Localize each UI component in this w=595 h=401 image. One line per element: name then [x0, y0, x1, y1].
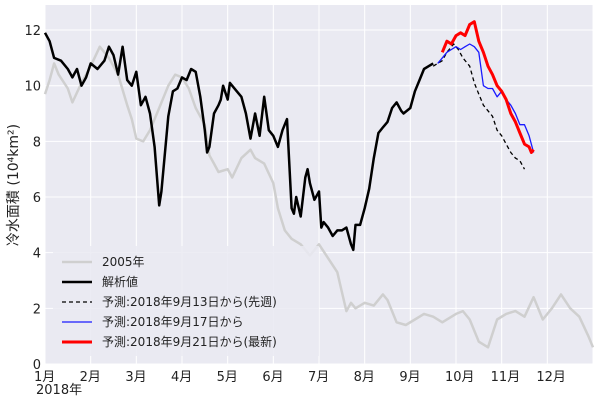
legend-label-3: 予測:2018年9月17日から	[102, 315, 244, 329]
y-tick-label: 10	[24, 80, 41, 95]
x-tick-label: 2月	[80, 370, 101, 385]
legend-label-4: 予測:2018年9月21日から(最新)	[102, 334, 277, 349]
x-tick-label: 1月	[34, 370, 55, 385]
series-line-1	[43, 32, 434, 252]
series-line-3	[437, 43, 535, 153]
series-layer	[43, 20, 595, 349]
x-tick-label: 7月	[308, 370, 329, 385]
y-tick-labels: 0 2 4 6 8 10 12	[24, 24, 41, 373]
x-tick-label: 6月	[262, 370, 283, 385]
legend-box	[53, 246, 319, 356]
y-tick-label: 6	[33, 191, 41, 206]
y-axis-label: 冷水面積 (10⁴km²)	[6, 124, 22, 246]
x-tick-label: 4月	[171, 370, 192, 385]
x-tick-label: 3月	[125, 370, 146, 385]
year-label: 2018年	[36, 383, 82, 398]
y-tick-label: 4	[33, 247, 41, 262]
series-line-4	[440, 20, 535, 154]
series-line-0	[43, 45, 595, 349]
x-tick-label: 8月	[354, 370, 375, 385]
x-tick-label: 10月	[445, 370, 475, 385]
x-tick-labels: 1月 2月 3月 4月 5月 6月 7月 8月 9月 10月 11月 12月	[34, 370, 566, 385]
x-tick-label: 11月	[491, 370, 521, 385]
y-tick-label: 8	[33, 135, 41, 150]
x-tick-label: 9月	[399, 370, 420, 385]
legend-label-1: 解析値	[102, 274, 138, 289]
y-tick-label: 12	[24, 24, 41, 39]
y-tick-label: 2	[33, 302, 41, 317]
y-tick-label: 0	[33, 358, 41, 373]
legend-label-2: 予測:2018年9月13日から(先週)	[102, 295, 277, 309]
x-tick-label: 5月	[217, 370, 238, 385]
series-line-2	[432, 43, 526, 170]
x-tick-label: 12月	[536, 370, 566, 385]
legend-label-0: 2005年	[102, 255, 145, 269]
